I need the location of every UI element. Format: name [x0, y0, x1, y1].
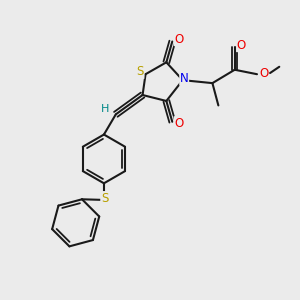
- Text: S: S: [101, 192, 108, 205]
- Text: O: O: [174, 117, 184, 130]
- Text: N: N: [180, 72, 189, 85]
- Text: S: S: [136, 65, 144, 78]
- Text: H: H: [101, 104, 110, 114]
- Text: O: O: [259, 67, 268, 80]
- Text: O: O: [237, 39, 246, 52]
- Text: O: O: [174, 33, 184, 46]
